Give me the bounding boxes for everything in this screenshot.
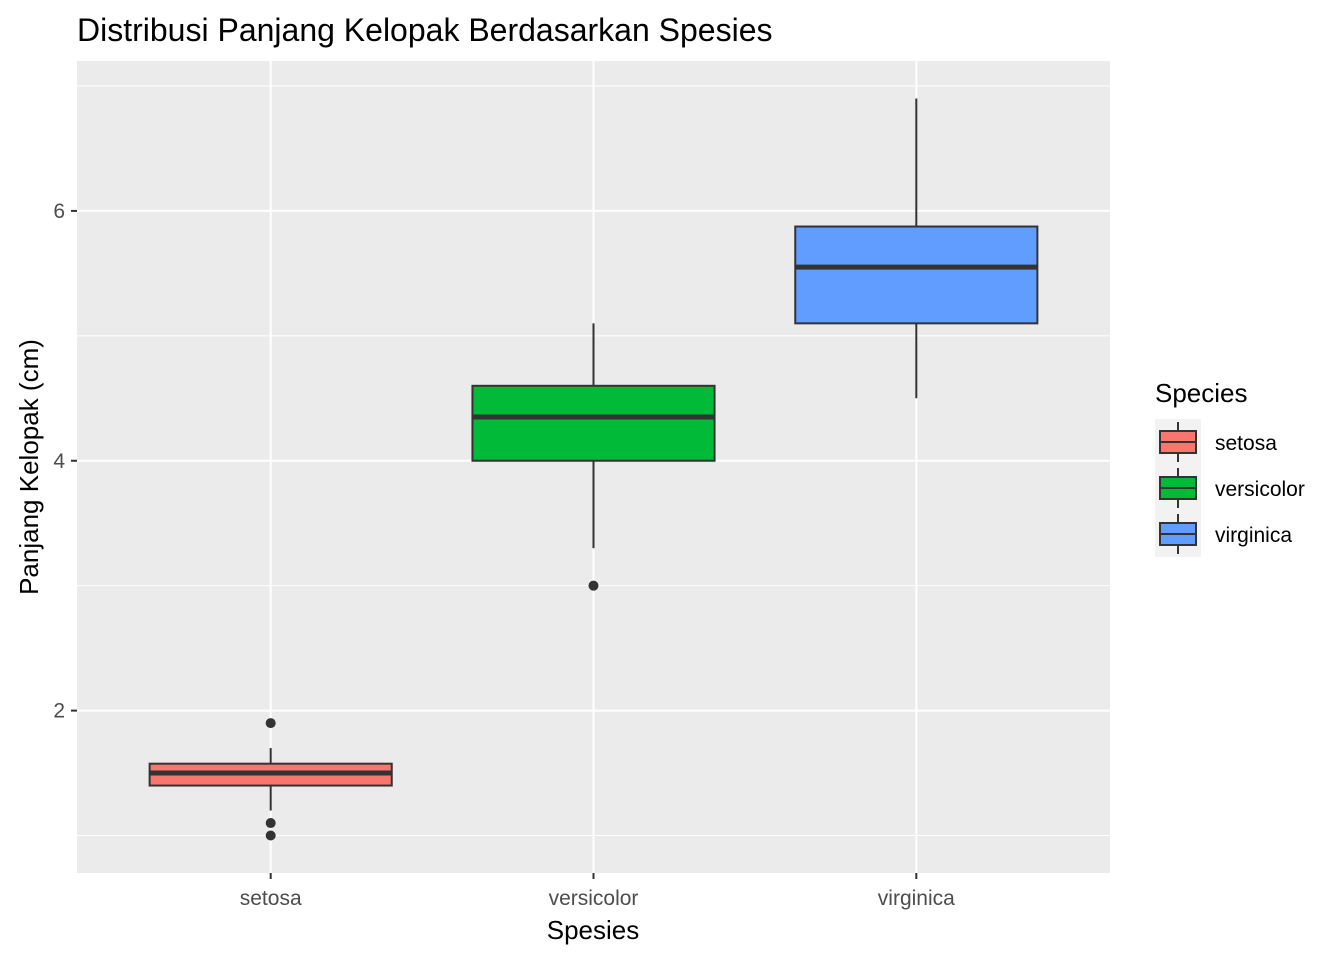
box-iqr — [471, 384, 716, 462]
box-layer — [148, 98, 1039, 841]
legend: Species setosa versicolor virginica — [1155, 378, 1305, 557]
axis-layer: 2 4 6 setosa versicolor virginica — [53, 200, 955, 910]
outlier-point — [588, 580, 599, 591]
outlier-point — [265, 818, 276, 829]
box-virginica — [794, 98, 1039, 399]
box-versicolor — [471, 323, 716, 591]
legend-title: Species — [1155, 378, 1248, 408]
outlier-point — [265, 830, 276, 841]
x-axis-title: Spesies — [547, 915, 640, 945]
y-tick-label: 4 — [53, 450, 65, 473]
chart-title: Distribusi Panjang Kelopak Berdasarkan S… — [77, 12, 773, 48]
legend-item-setosa: setosa — [1155, 419, 1277, 465]
x-tick-label: versicolor — [549, 887, 639, 910]
y-tick-label: 6 — [53, 200, 65, 223]
y-tick-label: 2 — [53, 700, 65, 723]
legend-item-virginica: virginica — [1155, 511, 1292, 557]
y-axis-title: Panjang Kelopak (cm) — [14, 339, 44, 595]
legend-label: setosa — [1215, 432, 1277, 455]
outlier-point — [265, 718, 276, 729]
legend-item-versicolor: versicolor — [1155, 465, 1305, 511]
legend-label: versicolor — [1215, 478, 1305, 501]
legend-label: virginica — [1215, 524, 1292, 547]
x-tick-label: setosa — [240, 887, 302, 910]
box-setosa — [148, 718, 393, 841]
box-iqr — [794, 225, 1039, 325]
x-tick-label: virginica — [878, 887, 955, 910]
